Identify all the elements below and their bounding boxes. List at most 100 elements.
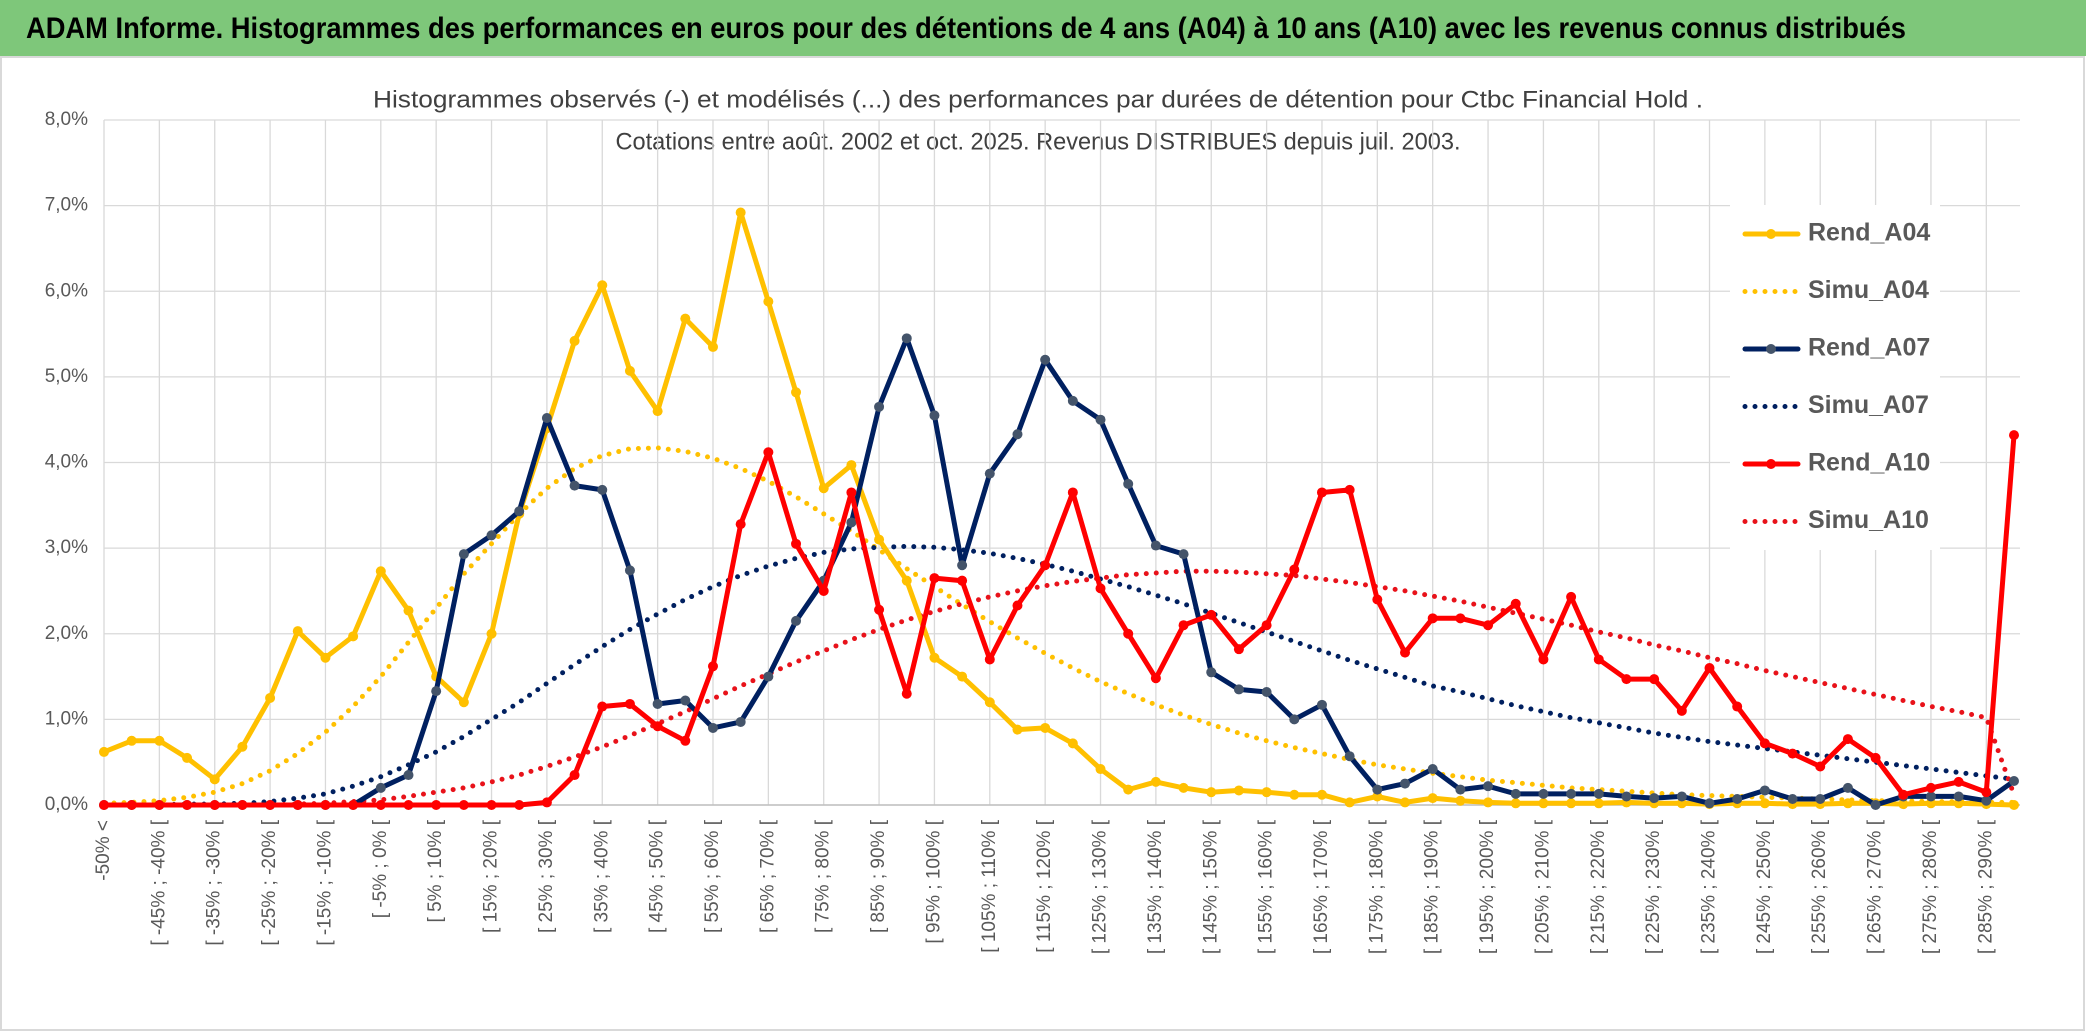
x-tick-label: [ 105% ; 110% [ [979, 819, 1000, 952]
data-point [1289, 564, 1300, 575]
legend-marker [1766, 344, 1776, 354]
data-point [901, 688, 912, 699]
x-tick-label: [ 275% ; 280% [ [1920, 819, 1941, 954]
data-point [1206, 609, 1217, 620]
data-point [957, 671, 968, 682]
data-point [1483, 620, 1494, 631]
data-point [209, 800, 220, 810]
data-point [957, 575, 968, 586]
x-tick-label: [ 95% ; 100% [ [923, 819, 944, 943]
series-line [101, 568, 2017, 808]
data-point [707, 341, 718, 352]
data-point [1953, 791, 1964, 802]
data-point [1233, 644, 1244, 655]
data-point [1898, 789, 1909, 800]
data-point [624, 698, 635, 709]
y-tick-label: 0,0% [45, 794, 88, 815]
data-point [1455, 613, 1466, 624]
data-point [569, 335, 580, 346]
data-point [624, 365, 635, 376]
data-point [292, 626, 303, 637]
data-point [1649, 674, 1660, 685]
header-bar [0, 0, 2086, 56]
data-point [1067, 487, 1078, 498]
data-point [1759, 798, 1770, 809]
data-point [1842, 734, 1853, 745]
data-point [486, 628, 497, 639]
data-point [126, 735, 137, 746]
data-point [1233, 785, 1244, 796]
legend-label: Rend_A07 [1808, 334, 1930, 362]
data-point [680, 735, 691, 746]
data-point [1593, 798, 1604, 809]
data-point [1427, 793, 1438, 804]
data-point [680, 695, 691, 706]
x-tick-label: [ 5% ; 10% [ [425, 819, 446, 922]
data-point [1067, 395, 1078, 406]
data-point [1067, 738, 1078, 749]
data-point [1233, 684, 1244, 695]
x-tick-label: [ 65% ; 70% [ [757, 819, 778, 933]
data-point [818, 483, 829, 494]
data-point [237, 800, 248, 810]
data-point [984, 654, 995, 665]
data-point [2009, 430, 2019, 441]
x-tick-label: [ -25% ; -20% [ [259, 819, 280, 945]
data-point [1400, 647, 1411, 658]
data-point [1372, 784, 1383, 795]
data-point [1012, 724, 1023, 735]
data-point [1012, 429, 1023, 440]
data-point [154, 735, 165, 746]
data-point [929, 573, 940, 584]
data-point [1593, 654, 1604, 665]
data-point [320, 652, 331, 663]
x-tick-label: [ 135% ; 140% [ [1145, 819, 1166, 954]
legend-label: Simu_A04 [1808, 276, 1929, 304]
data-point [846, 517, 857, 528]
data-point [1676, 798, 1687, 809]
y-tick-label: 7,0% [45, 195, 88, 216]
data-point [1953, 798, 1964, 809]
data-point [1898, 799, 1909, 810]
x-tick-label: [ 265% ; 270% [ [1865, 819, 1886, 954]
data-point [1870, 800, 1881, 810]
x-tick-label: [ 255% ; 260% [ [1809, 819, 1830, 954]
data-point [1289, 789, 1300, 800]
data-point [1815, 794, 1826, 805]
data-point [154, 800, 165, 810]
data-point [1344, 751, 1355, 762]
data-point [1178, 782, 1189, 793]
data-point [1316, 699, 1327, 710]
data-point [1427, 764, 1438, 775]
data-point [486, 530, 497, 541]
data-point [375, 782, 386, 793]
data-point [929, 410, 940, 421]
data-point [1344, 797, 1355, 808]
data-point [1925, 798, 1936, 809]
data-point [1732, 794, 1743, 805]
data-point [126, 800, 137, 810]
data-point [1095, 764, 1106, 775]
data-point [901, 575, 912, 586]
data-point [652, 698, 663, 709]
data-point [1621, 674, 1632, 685]
data-point [1455, 795, 1466, 806]
data-point [514, 800, 525, 810]
data-point [1510, 788, 1521, 799]
x-tick-label: [ -5% ; 0% [ [370, 819, 391, 918]
data-point [1040, 560, 1051, 571]
data-point [458, 697, 469, 708]
data-point [1981, 787, 1992, 798]
data-point [1981, 795, 1992, 806]
data-point [1704, 798, 1715, 809]
data-point [735, 519, 746, 530]
data-point [1150, 540, 1161, 551]
data-point [1289, 714, 1300, 725]
data-point [1870, 752, 1881, 763]
data-point [735, 716, 746, 727]
legend-label: Rend_A10 [1808, 449, 1930, 477]
data-point [1372, 791, 1383, 802]
data-point [791, 538, 802, 549]
data-point [818, 585, 829, 596]
data-point [1483, 797, 1494, 808]
